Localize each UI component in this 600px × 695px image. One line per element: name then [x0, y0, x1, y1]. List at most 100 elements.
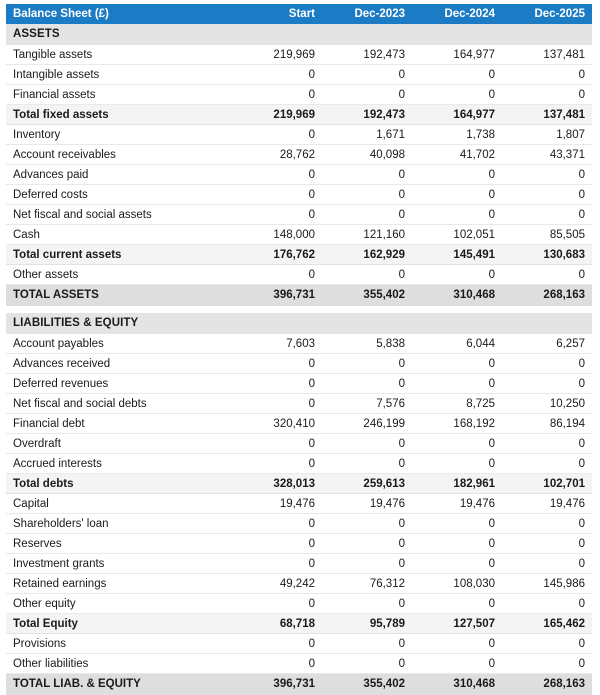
- cell-start: 0: [232, 593, 322, 614]
- cell-dec2024: 0: [412, 633, 502, 654]
- cell-dec2024: [412, 313, 502, 334]
- table-row: Deferred costs 0 0 0 0: [6, 184, 592, 205]
- cell-dec2024: 1,738: [412, 124, 502, 145]
- cell-dec2025: [502, 313, 592, 334]
- cell-start: 49,242: [232, 573, 322, 594]
- table-row: Account payables 7,603 5,838 6,044 6,257: [6, 333, 592, 354]
- cell-dec2025: 0: [502, 633, 592, 654]
- cell-start: 148,000: [232, 224, 322, 245]
- cell-dec2023: 246,199: [322, 413, 412, 434]
- cell-dec2025: 6,257: [502, 333, 592, 354]
- cell-start: [232, 24, 322, 45]
- cell-dec2023: 0: [322, 204, 412, 225]
- cell-dec2024: 0: [412, 184, 502, 205]
- cell-dec2025: 102,701: [502, 473, 592, 494]
- cell-dec2024: 0: [412, 593, 502, 614]
- cell-dec2025: 0: [502, 513, 592, 534]
- table-row: Capital 19,476 19,476 19,476 19,476: [6, 493, 592, 514]
- cell-dec2025: 268,163: [502, 284, 592, 306]
- cell-dec2025: 0: [502, 433, 592, 454]
- table-body: ASSETS Tangible assets 219,969 192,473 164,9…: [6, 24, 592, 695]
- table-row: Retained earnings 49,242 76,312 108,030 145,…: [6, 573, 592, 594]
- cell-start: 0: [232, 393, 322, 414]
- cell-dec2023: 1,671: [322, 124, 412, 145]
- table-row: Overdraft 0 0 0 0: [6, 433, 592, 454]
- row-label: Inventory: [6, 124, 232, 145]
- table-row: Inventory 0 1,671 1,738 1,807: [6, 124, 592, 145]
- row-label: Investment grants: [6, 553, 232, 574]
- cell-start: 0: [232, 204, 322, 225]
- cell-dec2025: 0: [502, 653, 592, 674]
- row-label: Shareholders' loan: [6, 513, 232, 534]
- cell-dec2023: 0: [322, 633, 412, 654]
- cell-start: 28,762: [232, 144, 322, 165]
- cell-dec2024: 0: [412, 204, 502, 225]
- row-label: Intangible assets: [6, 64, 232, 85]
- cell-start: 0: [232, 553, 322, 574]
- cell-start: 396,731: [232, 673, 322, 695]
- cell-dec2024: 310,468: [412, 673, 502, 695]
- balance-sheet-table: Balance Sheet (£) Start Dec-2023 Dec-202…: [6, 4, 592, 695]
- cell-dec2025: 0: [502, 373, 592, 394]
- cell-start: 0: [232, 264, 322, 285]
- subtotal-row: Total current assets 176,762 162,929 145,49…: [6, 244, 592, 265]
- table-header: Balance Sheet (£) Start Dec-2023 Dec-202…: [6, 4, 592, 24]
- cell-dec2025: 145,986: [502, 573, 592, 594]
- cell-start: 0: [232, 353, 322, 374]
- cell-dec2025: 85,505: [502, 224, 592, 245]
- table-row: Financial debt 320,410 246,199 168,192 86,19…: [6, 413, 592, 434]
- cell-dec2025: 0: [502, 84, 592, 105]
- cell-dec2023: 0: [322, 453, 412, 474]
- table-row: Reserves 0 0 0 0: [6, 533, 592, 554]
- cell-dec2023: 95,789: [322, 613, 412, 634]
- table-row: Account receivables 28,762 40,098 41,702 43,…: [6, 144, 592, 165]
- cell-dec2023: 0: [322, 553, 412, 574]
- cell-dec2025: 130,683: [502, 244, 592, 265]
- section-header-row: LIABILITIES & EQUITY: [6, 313, 592, 334]
- cell-dec2024: 0: [412, 264, 502, 285]
- row-label: Total fixed assets: [6, 104, 232, 125]
- cell-start: 219,969: [232, 44, 322, 65]
- cell-dec2025: 165,462: [502, 613, 592, 634]
- cell-dec2023: 355,402: [322, 284, 412, 306]
- table-row: Intangible assets 0 0 0 0: [6, 64, 592, 85]
- cell-dec2024: 145,491: [412, 244, 502, 265]
- cell-dec2024: 182,961: [412, 473, 502, 494]
- cell-dec2023: 0: [322, 533, 412, 554]
- cell-dec2023: 192,473: [322, 104, 412, 125]
- table-row: Other liabilities 0 0 0 0: [6, 653, 592, 674]
- cell-dec2023: 0: [322, 653, 412, 674]
- cell-dec2023: 7,576: [322, 393, 412, 414]
- row-label: Other equity: [6, 593, 232, 614]
- cell-dec2025: 86,194: [502, 413, 592, 434]
- table-row: Other equity 0 0 0 0: [6, 593, 592, 614]
- cell-dec2025: 0: [502, 593, 592, 614]
- row-label: Tangible assets: [6, 44, 232, 65]
- cell-dec2023: 0: [322, 593, 412, 614]
- cell-dec2023: 19,476: [322, 493, 412, 514]
- table-row: Net fiscal and social assets 0 0 0 0: [6, 204, 592, 225]
- cell-dec2025: [502, 24, 592, 45]
- cell-dec2024: 0: [412, 433, 502, 454]
- cell-dec2023: [322, 24, 412, 45]
- row-label: ASSETS: [6, 24, 232, 45]
- cell-dec2024: 102,051: [412, 224, 502, 245]
- cell-start: 7,603: [232, 333, 322, 354]
- cell-start: 396,731: [232, 284, 322, 306]
- cell-dec2024: 164,977: [412, 104, 502, 125]
- cell-dec2023: 76,312: [322, 573, 412, 594]
- cell-dec2023: 40,098: [322, 144, 412, 165]
- cell-dec2024: 19,476: [412, 493, 502, 514]
- cell-dec2023: 0: [322, 433, 412, 454]
- cell-dec2024: 0: [412, 84, 502, 105]
- cell-dec2024: 310,468: [412, 284, 502, 306]
- cell-dec2025: 0: [502, 553, 592, 574]
- cell-dec2025: 0: [502, 264, 592, 285]
- cell-dec2025: 268,163: [502, 673, 592, 695]
- cell-dec2025: 0: [502, 204, 592, 225]
- cell-start: 0: [232, 64, 322, 85]
- cell-dec2025: 0: [502, 164, 592, 185]
- cell-dec2024: 0: [412, 64, 502, 85]
- table-row: Shareholders' loan 0 0 0 0: [6, 513, 592, 534]
- table-row: Net fiscal and social debts 0 7,576 8,725 10…: [6, 393, 592, 414]
